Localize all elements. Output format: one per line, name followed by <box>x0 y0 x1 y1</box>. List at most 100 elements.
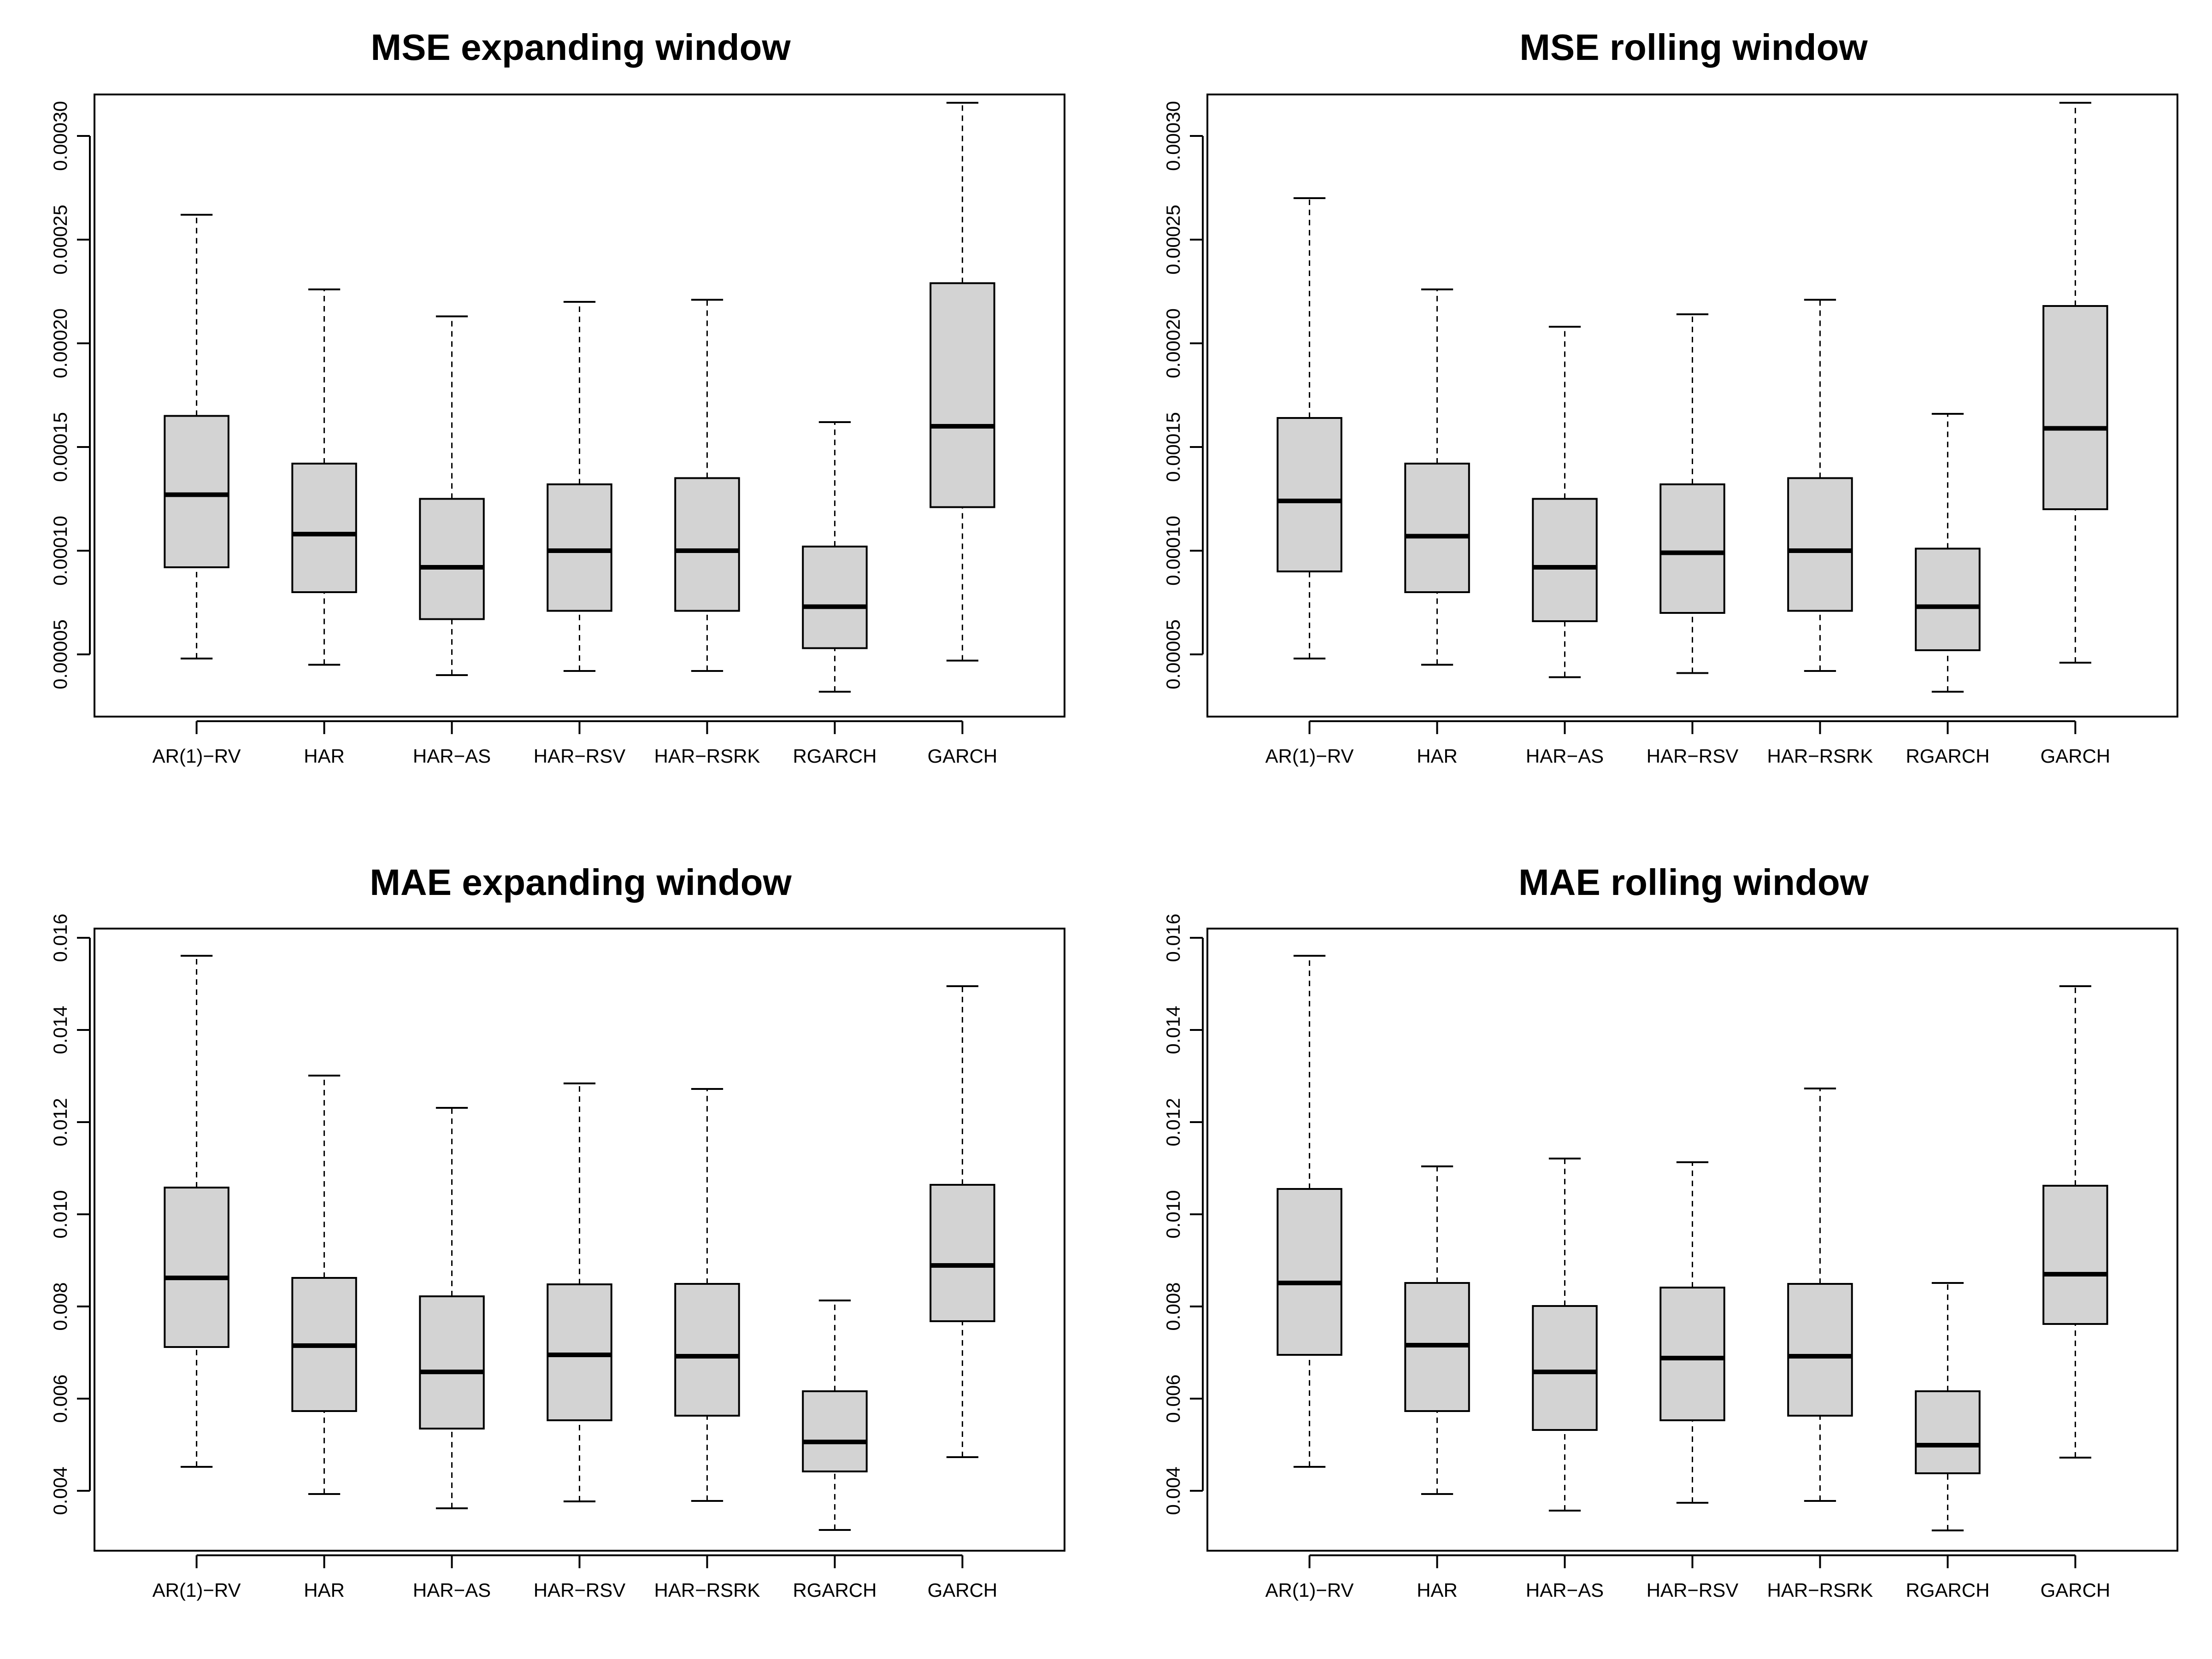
panel-title: MAE rolling window <box>1518 862 1869 903</box>
y-tick-label: 0.016 <box>49 913 71 962</box>
y-tick-label: 0.008 <box>49 1282 71 1330</box>
y-tick-label: 0.016 <box>1162 913 1184 962</box>
plot-frame <box>1206 94 2178 718</box>
box-har-rsrk <box>674 1088 740 1502</box>
x-tick-label: HAR−AS <box>413 745 491 767</box>
x-tick-label: HAR−AS <box>413 1579 491 1601</box>
iqr-box <box>419 1295 485 1430</box>
y-tick-label: 0.006 <box>49 1374 71 1423</box>
iqr-box <box>1787 1283 1853 1417</box>
y-tick-label: 0.010 <box>1162 1190 1184 1238</box>
y-tick-label: 0.008 <box>1162 1282 1184 1330</box>
iqr-box <box>1915 547 1981 651</box>
y-tick-label: 0.00005 <box>49 619 71 689</box>
iqr-box <box>291 463 357 593</box>
x-tick-label: RGARCH <box>793 745 877 767</box>
box-har-as <box>1532 1158 1598 1512</box>
box-har <box>291 1075 357 1495</box>
iqr-box <box>547 1283 612 1421</box>
iqr-box <box>2042 1185 2108 1325</box>
y-tick-label: 0.014 <box>49 1006 71 1054</box>
y-tick-label: 0.00030 <box>49 101 71 171</box>
y-tick-label: 0.00020 <box>49 308 71 378</box>
y-tick-label: 0.00025 <box>49 205 71 275</box>
y-tick-label: 0.006 <box>1162 1374 1184 1423</box>
box-har-rsrk <box>1787 1088 1853 1502</box>
y-tick-label: 0.00010 <box>1162 516 1184 586</box>
box-har <box>1404 1165 1470 1495</box>
x-tick-label: HAR−AS <box>1526 745 1604 767</box>
y-tick-label: 0.012 <box>1162 1098 1184 1146</box>
iqr-box <box>2042 305 2108 510</box>
panel-mse-rolling: MSE rolling window 0.00005 0.00010 0.00015… <box>1162 27 2178 767</box>
iqr-box <box>674 1283 740 1417</box>
x-tick-label: HAR <box>304 745 345 767</box>
panel-title: MAE expanding window <box>370 862 792 903</box>
box-har-rsv <box>547 301 612 672</box>
x-tick-label: HAR−RSRK <box>1767 1579 1873 1601</box>
x-tick-label: HAR <box>1417 745 1458 767</box>
x-tick-label: GARCH <box>2041 745 2111 767</box>
iqr-box <box>802 546 868 649</box>
y-tick-label: 0.012 <box>49 1098 71 1146</box>
iqr-box <box>802 1390 868 1472</box>
x-tick-label: AR(1)−RV <box>1265 1579 1354 1601</box>
box-garch <box>930 985 995 1458</box>
box-har <box>1404 288 1470 666</box>
box-har-rsrk <box>674 299 740 672</box>
x-tick-label: HAR−RSRK <box>1767 745 1873 767</box>
iqr-box <box>1659 483 1725 614</box>
panel-mae-expanding: MAE expanding window 0.004 0.006 0.008 0.01… <box>49 862 1065 1601</box>
x-tick-label: HAR−RSRK <box>654 1579 760 1601</box>
box-rgarch <box>802 1300 868 1531</box>
box-garch <box>2042 102 2108 664</box>
box-rgarch <box>802 421 868 693</box>
x-tick-label: RGARCH <box>793 1579 877 1601</box>
box-har-as <box>419 315 485 676</box>
y-tick-label: 0.00030 <box>1162 101 1184 171</box>
iqr-box <box>1787 477 1853 612</box>
x-tick-label: HAR <box>1417 1579 1458 1601</box>
iqr-box <box>1277 1188 1342 1356</box>
plot-frame <box>1206 928 2178 1552</box>
x-tick-label: RGARCH <box>1906 745 1989 767</box>
iqr-box <box>1532 498 1598 622</box>
x-tick-label: GARCH <box>2041 1579 2111 1601</box>
iqr-box <box>930 1184 995 1322</box>
iqr-box <box>1915 1390 1981 1474</box>
y-tick-label: 0.004 <box>49 1466 71 1515</box>
iqr-box <box>164 1187 229 1348</box>
iqr-box <box>547 483 612 612</box>
x-tick-label: AR(1)−RV <box>153 745 241 767</box>
y-tick-label: 0.00020 <box>1162 308 1184 378</box>
box-ar-1-rv <box>164 955 229 1468</box>
x-tick-label: GARCH <box>928 1579 998 1601</box>
y-tick-label: 0.00005 <box>1162 619 1184 689</box>
box-rgarch <box>1915 413 1981 693</box>
iqr-box <box>930 282 995 508</box>
iqr-box <box>164 415 229 568</box>
x-tick-label: HAR−RSV <box>1647 1579 1739 1601</box>
x-tick-label: GARCH <box>928 745 998 767</box>
x-tick-label: AR(1)−RV <box>1265 745 1354 767</box>
x-tick-label: HAR−RSV <box>534 1579 626 1601</box>
panel-mae-rolling: MAE rolling window 0.004 0.006 0.008 0.010 0… <box>1162 862 2178 1601</box>
y-tick-label: 0.00015 <box>49 412 71 482</box>
box-ar-1-rv <box>1277 197 1342 659</box>
x-tick-label: HAR−RSV <box>534 745 626 767</box>
iqr-box <box>1277 417 1342 572</box>
iqr-box <box>674 477 740 612</box>
x-tick-label: HAR <box>304 1579 345 1601</box>
x-tick-label: HAR−AS <box>1526 1579 1604 1601</box>
box-ar-1-rv <box>164 214 229 659</box>
y-tick-label: 0.014 <box>1162 1006 1184 1054</box>
x-tick-label: HAR−RSV <box>1647 745 1739 767</box>
y-tick-label: 0.00010 <box>49 516 71 586</box>
plot-frame <box>94 94 1065 718</box>
box-har-rsv <box>547 1082 612 1502</box>
y-tick-label: 0.00025 <box>1162 205 1184 275</box>
panel-title: MSE rolling window <box>1519 27 1868 68</box>
iqr-box <box>1532 1305 1598 1431</box>
y-tick-label: 0.004 <box>1162 1466 1184 1515</box>
